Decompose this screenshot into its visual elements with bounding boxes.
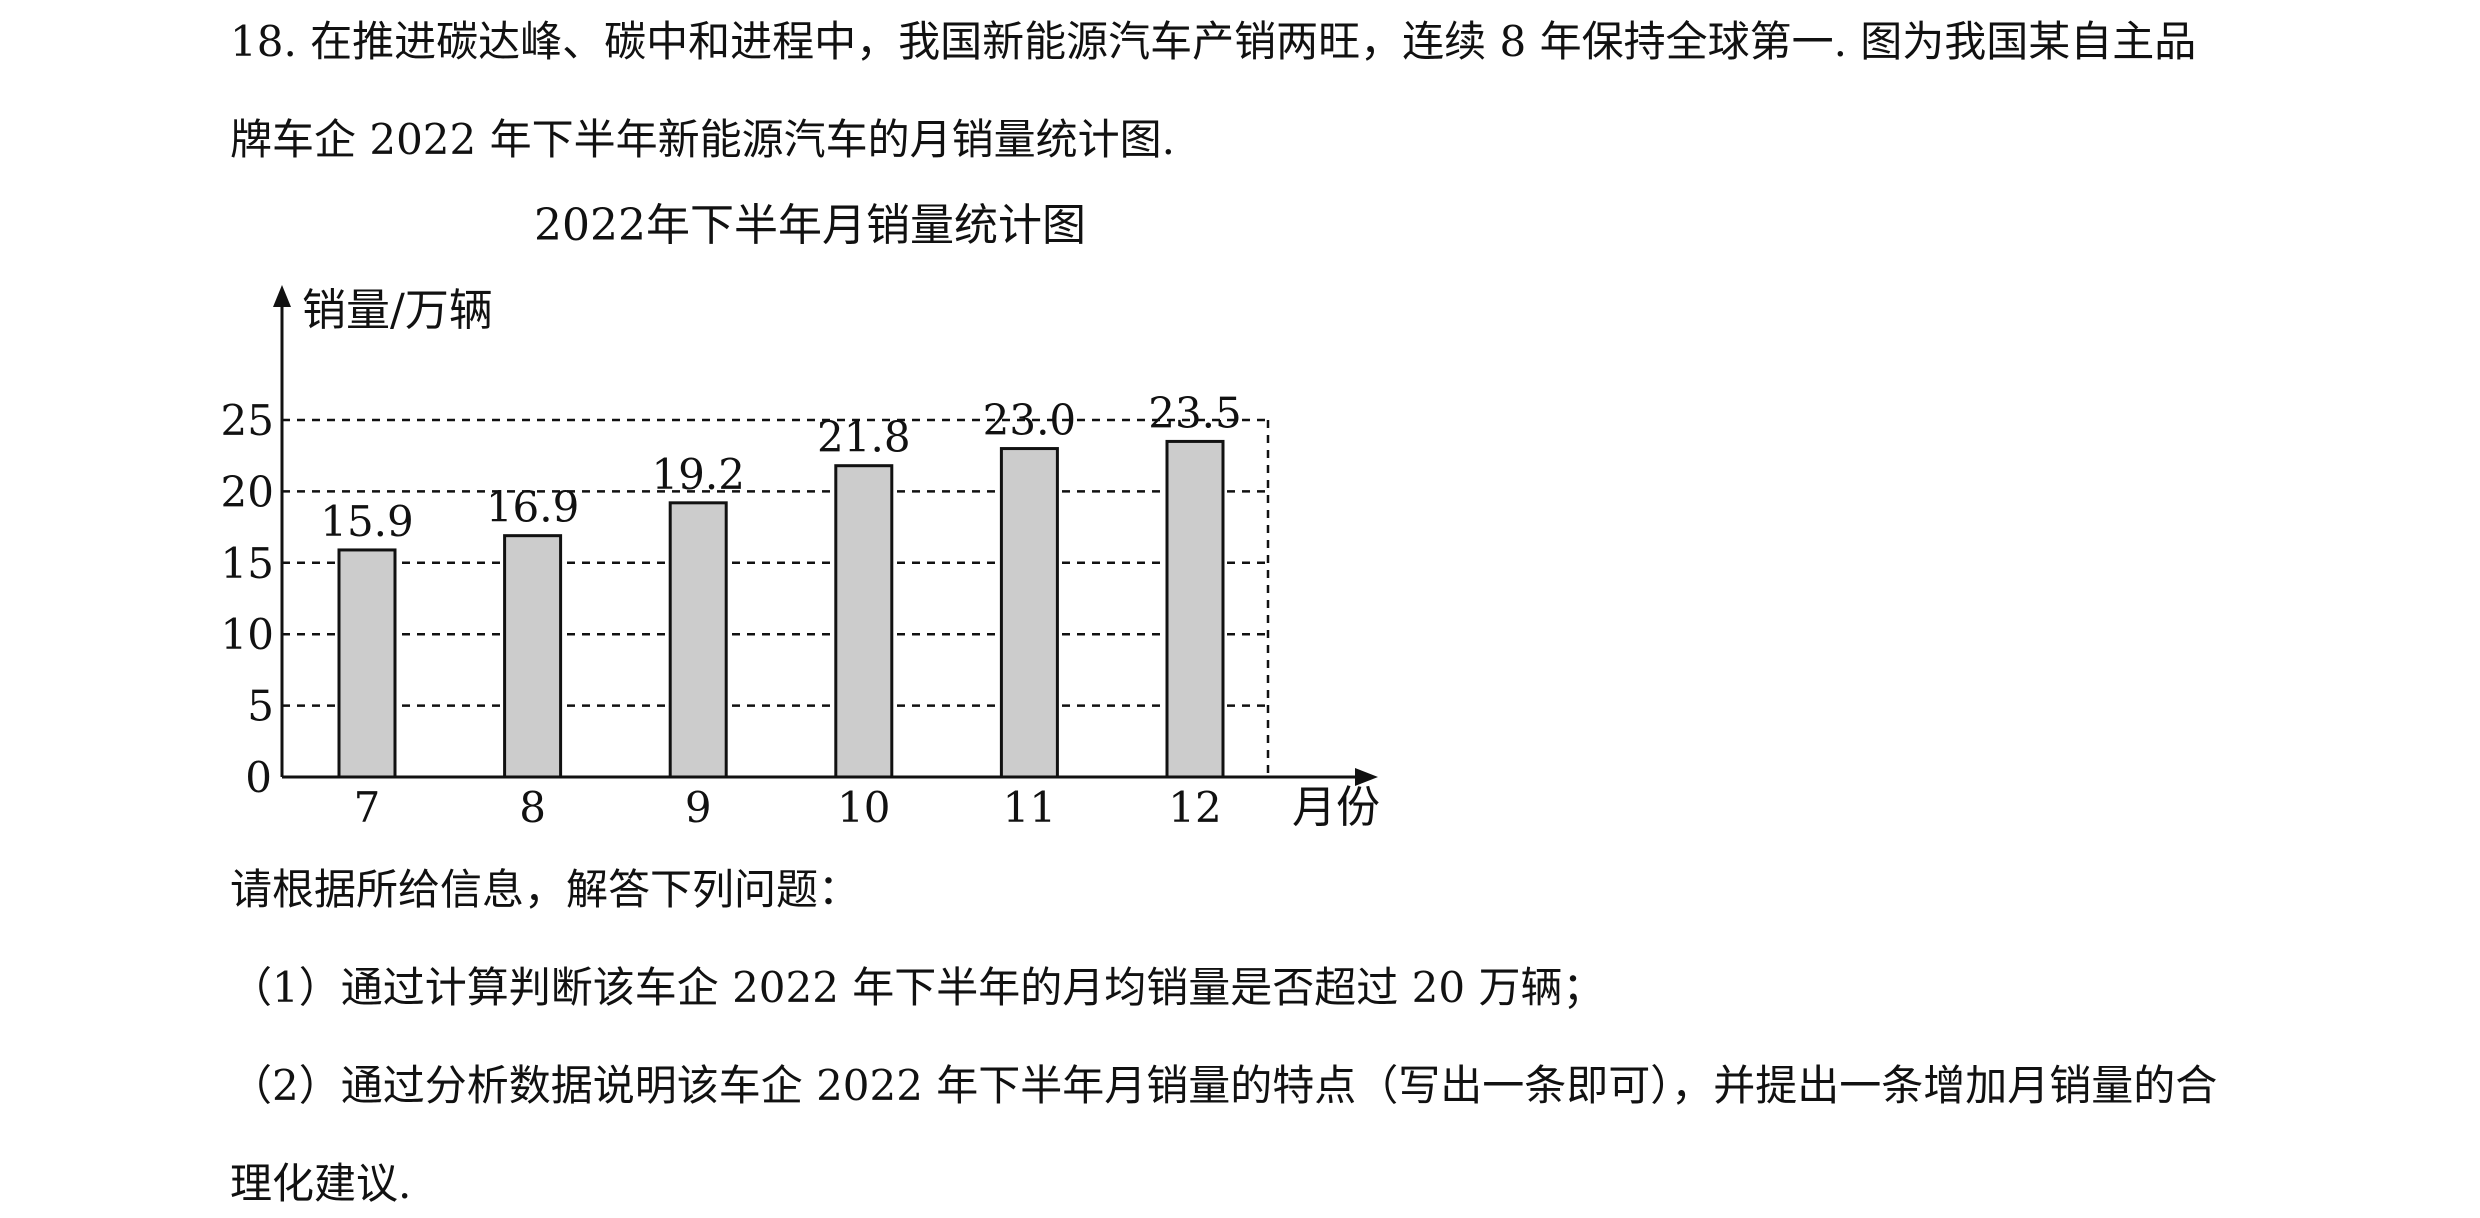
x-tick-label: 8 bbox=[519, 783, 546, 832]
y-tick-label: 15 bbox=[221, 539, 274, 588]
x-tick-label: 7 bbox=[354, 783, 381, 832]
y-tick-label: 10 bbox=[221, 610, 274, 659]
question-2-line-2: 理化建议. bbox=[230, 1159, 412, 1208]
grid-lines bbox=[282, 418, 1270, 777]
y-axis-arrow bbox=[273, 285, 291, 307]
data-label: 23.0 bbox=[983, 396, 1077, 445]
y-tick-label: 0 bbox=[245, 753, 272, 802]
axes bbox=[273, 285, 1378, 786]
data-label: 21.8 bbox=[817, 413, 911, 462]
data-label: 19.2 bbox=[651, 450, 745, 499]
y-tick-label: 25 bbox=[221, 396, 274, 445]
data-label: 23.5 bbox=[1148, 388, 1242, 437]
bar-12 bbox=[1165, 439, 1225, 779]
problem-text-line-1: 18. 在推进碳达峰、碳中和进程中，我国新能源汽车产销两旺，连续 8 年保持全球… bbox=[230, 17, 2197, 66]
question-2-line-1: （2）通过分析数据说明该车企 2022 年下半年月销量的特点（写出一条即可），并… bbox=[230, 1061, 2218, 1110]
y-tick-label: 5 bbox=[247, 682, 274, 731]
data-label: 16.9 bbox=[486, 483, 580, 532]
chart-labels: 15.9 7 16.9 8 19.2 9 21.8 10 23.0 11 23.5 12 0 5 10 15 2… bbox=[221, 388, 1242, 832]
chart-title: 2022年下半年月销量统计图 bbox=[534, 200, 1086, 251]
bar-11 bbox=[999, 447, 1059, 779]
y-tick-label: 20 bbox=[221, 467, 274, 516]
question-1: （1）通过计算判断该车企 2022 年下半年的月均销量是否超过 20 万辆； bbox=[230, 963, 1605, 1012]
x-tick-label: 11 bbox=[1003, 783, 1056, 832]
x-axis-arrow bbox=[1355, 768, 1378, 786]
bar-7 bbox=[337, 548, 397, 779]
y-axis-label: 销量/万辆 bbox=[302, 285, 493, 336]
bars bbox=[337, 439, 1225, 779]
data-label: 15.9 bbox=[320, 497, 414, 546]
x-tick-label: 10 bbox=[837, 783, 890, 832]
x-axis-label: 月份 bbox=[1292, 782, 1380, 833]
question-prompt: 请根据所给信息，解答下列问题： bbox=[230, 865, 861, 914]
problem-text-line-2: 牌车企 2022 年下半年新能源汽车的月销量统计图. bbox=[230, 115, 1175, 164]
x-tick-label: 9 bbox=[685, 783, 712, 832]
x-tick-label: 12 bbox=[1168, 783, 1221, 832]
bar-9 bbox=[668, 501, 728, 779]
bar-10 bbox=[834, 464, 894, 779]
bar-8 bbox=[503, 534, 563, 779]
